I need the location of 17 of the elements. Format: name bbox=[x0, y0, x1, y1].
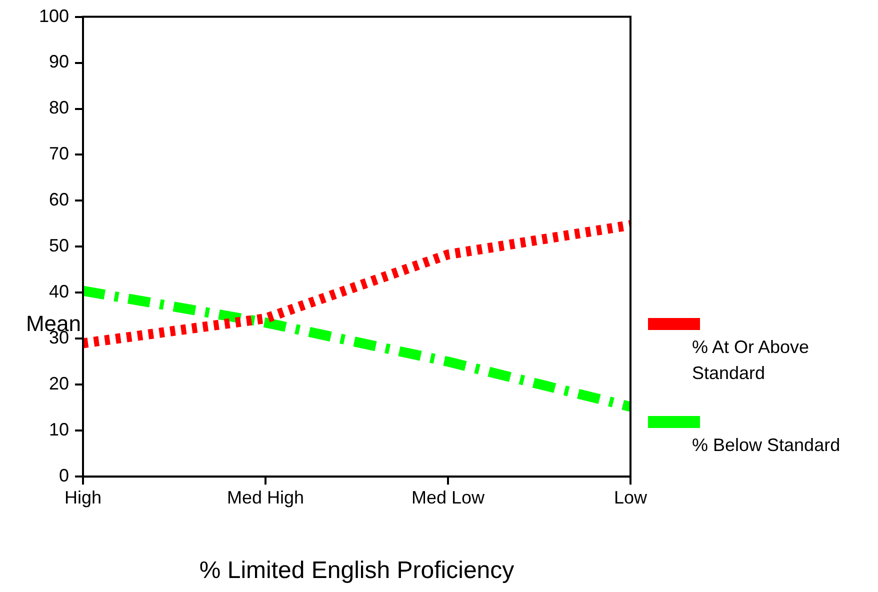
y-tick-label: 90 bbox=[48, 52, 69, 72]
legend-label: % At Or Above Standard bbox=[692, 336, 810, 385]
x-tick-label: Low bbox=[614, 487, 648, 508]
legend-label: % Below Standard bbox=[692, 434, 842, 457]
y-tick-label: 0 bbox=[58, 466, 69, 486]
x-tick-label: Med High bbox=[226, 487, 304, 508]
x-tick-label: High bbox=[64, 487, 102, 508]
y-tick-label: 20 bbox=[48, 374, 69, 394]
y-tick-label: 40 bbox=[48, 282, 69, 302]
y-tick-label: 50 bbox=[48, 236, 69, 256]
y-tick-label: 80 bbox=[48, 98, 69, 118]
y-tick-label: 60 bbox=[48, 190, 69, 210]
y-tick-label: 10 bbox=[48, 420, 69, 440]
y-tick-label: 70 bbox=[48, 144, 69, 164]
y-tick-label: 100 bbox=[38, 6, 69, 26]
x-axis-title: % Limited English Proficiency bbox=[199, 557, 514, 584]
x-tick-label: Med Low bbox=[411, 487, 486, 508]
